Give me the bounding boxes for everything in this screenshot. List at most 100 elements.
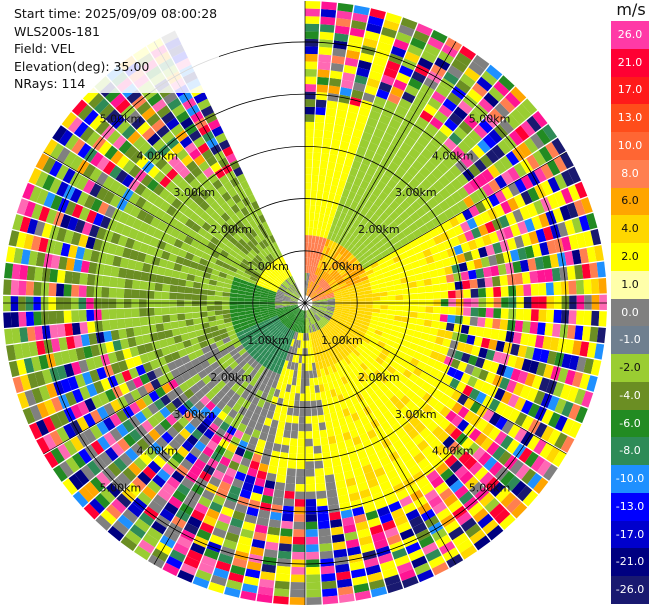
velocity-gate — [436, 507, 452, 522]
velocity-gate — [389, 200, 400, 211]
velocity-gate — [283, 336, 289, 344]
velocity-gate — [341, 79, 354, 90]
velocity-gate — [220, 332, 229, 340]
velocity-gate — [395, 31, 412, 44]
velocity-gate — [507, 166, 521, 182]
velocity-gate — [343, 240, 352, 250]
colorbar-tick-label: 2.0 — [621, 249, 639, 263]
velocity-gate — [266, 245, 274, 254]
velocity-gate — [256, 321, 265, 327]
range-labels: 1.00km2.00km3.00km4.00km5.00km1.00km2.00… — [100, 112, 511, 494]
velocity-gate — [226, 442, 238, 454]
velocity-gate — [341, 516, 355, 527]
velocity-gate — [96, 186, 109, 201]
velocity-gate — [423, 77, 439, 91]
velocity-gate — [67, 216, 79, 231]
velocity-gate — [353, 278, 362, 285]
velocity-gate — [283, 498, 295, 507]
velocity-gate — [271, 270, 279, 278]
velocity-gate — [147, 460, 162, 474]
velocity-gate — [322, 406, 330, 415]
velocity-gate — [223, 282, 232, 289]
velocity-gate — [154, 423, 167, 436]
velocity-gate — [428, 495, 443, 509]
velocity-gate — [286, 407, 294, 416]
velocity-gate — [124, 237, 136, 249]
velocity-gate — [333, 170, 342, 180]
velocity-gate — [369, 245, 378, 254]
velocity-gate — [421, 445, 434, 458]
velocity-gate — [383, 343, 393, 352]
velocity-gate — [184, 306, 193, 313]
velocity-gate — [308, 309, 313, 317]
velocity-gate — [151, 520, 167, 535]
velocity-gate — [372, 408, 383, 419]
velocity-gate — [335, 563, 350, 574]
velocity-gate — [134, 169, 148, 183]
velocity-gate — [172, 386, 184, 397]
velocity-gate — [235, 269, 245, 276]
velocity-gate — [320, 301, 328, 303]
velocity-gate — [392, 278, 402, 286]
velocity-gate — [273, 280, 281, 287]
velocity-gate — [198, 496, 212, 508]
velocity-gate — [489, 503, 506, 519]
velocity-gate — [195, 172, 208, 184]
velocity-gate — [344, 382, 352, 392]
velocity-gate — [317, 337, 323, 346]
velocity-gate — [328, 340, 336, 348]
velocity-gate — [360, 275, 369, 282]
velocity-gate — [561, 353, 572, 369]
velocity-gate — [404, 183, 416, 195]
velocity-gate — [263, 417, 273, 427]
velocity-gate — [485, 244, 496, 256]
velocity-gate — [517, 142, 532, 158]
velocity-gate — [399, 495, 413, 508]
velocity-gate — [188, 405, 200, 417]
velocity-gate — [268, 289, 277, 294]
velocity-gate — [321, 145, 331, 154]
velocity-gate — [518, 447, 533, 464]
velocity-gate — [569, 295, 577, 310]
velocity-gate — [500, 435, 514, 450]
velocity-gate — [183, 496, 198, 509]
velocity-gate — [16, 198, 29, 216]
velocity-gate — [186, 434, 199, 446]
velocity-gate — [41, 223, 53, 239]
velocity-gate — [305, 114, 315, 123]
velocity-gate — [460, 352, 471, 364]
velocity-gate — [325, 107, 337, 117]
velocity-gate — [279, 350, 286, 359]
velocity-gate — [305, 84, 317, 92]
velocity-gate — [331, 533, 345, 544]
velocity-gate — [223, 499, 237, 511]
range-label: 5.00km — [469, 482, 511, 495]
velocity-gate — [321, 375, 328, 384]
velocity-gate — [18, 280, 27, 296]
velocity-gate — [192, 312, 201, 319]
velocity-gate — [521, 233, 532, 247]
velocity-gate — [35, 153, 50, 171]
velocity-gate — [161, 307, 170, 315]
velocity-gate — [413, 330, 423, 339]
velocity-gate — [400, 359, 410, 369]
velocity-gate — [442, 338, 452, 348]
velocity-gate — [444, 183, 457, 196]
velocity-gate — [330, 388, 337, 398]
colorbar-segment — [611, 76, 649, 105]
velocity-gate — [428, 555, 446, 569]
velocity-gate — [305, 265, 307, 273]
velocity-gate — [542, 336, 552, 350]
velocity-gate — [88, 332, 98, 345]
velocity-gate — [335, 186, 344, 196]
velocity-gate — [269, 362, 277, 372]
velocity-gate — [432, 501, 447, 515]
velocity-gate — [468, 163, 481, 178]
velocity-gate — [445, 397, 457, 410]
velocity-gate — [246, 266, 255, 273]
velocity-gate — [197, 334, 207, 343]
velocity-gate — [67, 376, 79, 391]
colorbar-segment — [611, 21, 649, 50]
velocity-gate — [249, 460, 260, 471]
velocity-gate — [342, 308, 350, 312]
